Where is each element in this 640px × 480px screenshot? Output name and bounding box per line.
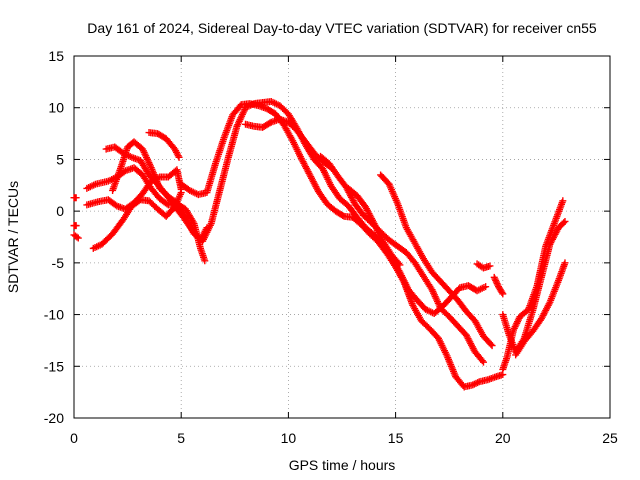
data-point (561, 259, 569, 267)
axis-ticks: 0 5 10 15 20 25 -20 -15 -10 -5 0 5 10 15 (44, 48, 618, 446)
series-arc-19 (512, 259, 569, 359)
data-point (201, 257, 209, 265)
series-arc-6 (89, 189, 185, 252)
series-arc-9 (145, 129, 183, 161)
data-point (472, 379, 480, 387)
x-tick-label: 15 (388, 430, 404, 446)
series-arc-10 (177, 100, 507, 391)
data-point (395, 259, 403, 267)
data-point (560, 219, 568, 227)
y-axis-label: SDTVAR / TECUs (5, 181, 21, 293)
data-point (480, 358, 488, 366)
series-arc-11 (242, 115, 335, 172)
data-point (175, 153, 183, 161)
data-point (488, 342, 496, 350)
data-point (492, 276, 500, 284)
data-point (177, 189, 185, 197)
series-arc-17 (499, 217, 569, 356)
data-point (396, 261, 404, 269)
y-tick-label: 0 (56, 203, 64, 219)
data-point (482, 283, 490, 291)
chart-title: Day 161 of 2024, Sidereal Day-to-day VTE… (87, 20, 597, 36)
data-point (561, 217, 569, 225)
data-point (74, 234, 82, 242)
data-point (478, 357, 486, 365)
x-tick-label: 0 (70, 430, 78, 446)
data-point (498, 288, 506, 296)
series-arc-16 (490, 273, 507, 298)
x-tick-label: 25 (602, 430, 618, 446)
y-tick-label: -20 (44, 410, 64, 426)
series-arc-13 (344, 184, 404, 269)
y-tick-label: 15 (48, 48, 64, 64)
x-tick-label: 20 (495, 430, 511, 446)
y-tick-label: -15 (44, 358, 64, 374)
series-arc-12 (317, 152, 488, 366)
data-point (72, 194, 80, 202)
data-point (499, 290, 507, 298)
data-point (339, 211, 347, 219)
y-tick-label: 5 (56, 151, 64, 167)
x-tick-label: 10 (281, 430, 297, 446)
y-tick-label: -10 (44, 307, 64, 323)
data-point (493, 280, 501, 288)
data-point (469, 381, 477, 389)
data-point (492, 278, 500, 286)
grid-lines (74, 56, 610, 418)
plot-frame (73, 55, 611, 419)
series-arc-2 (70, 222, 80, 230)
data-point (487, 340, 495, 348)
data-point (474, 379, 482, 387)
data-point (72, 222, 80, 230)
data-point (486, 262, 494, 270)
data-point (559, 197, 567, 205)
data-point (73, 233, 81, 241)
series-arc-18 (499, 197, 567, 373)
series-arc-15 (473, 260, 494, 272)
x-axis-label: GPS time / hours (289, 457, 396, 473)
data-point (470, 380, 478, 388)
y-tick-label: -5 (52, 255, 65, 271)
data-points (70, 98, 569, 391)
data-point (491, 275, 499, 283)
series-arc-3 (70, 231, 82, 242)
data-point (266, 119, 274, 127)
data-point (490, 273, 498, 281)
y-tick-label: 10 (48, 100, 64, 116)
x-tick-label: 5 (177, 430, 185, 446)
series-arc-1 (70, 194, 80, 202)
series-arc-4 (83, 164, 209, 265)
series-arc-14 (377, 171, 496, 350)
